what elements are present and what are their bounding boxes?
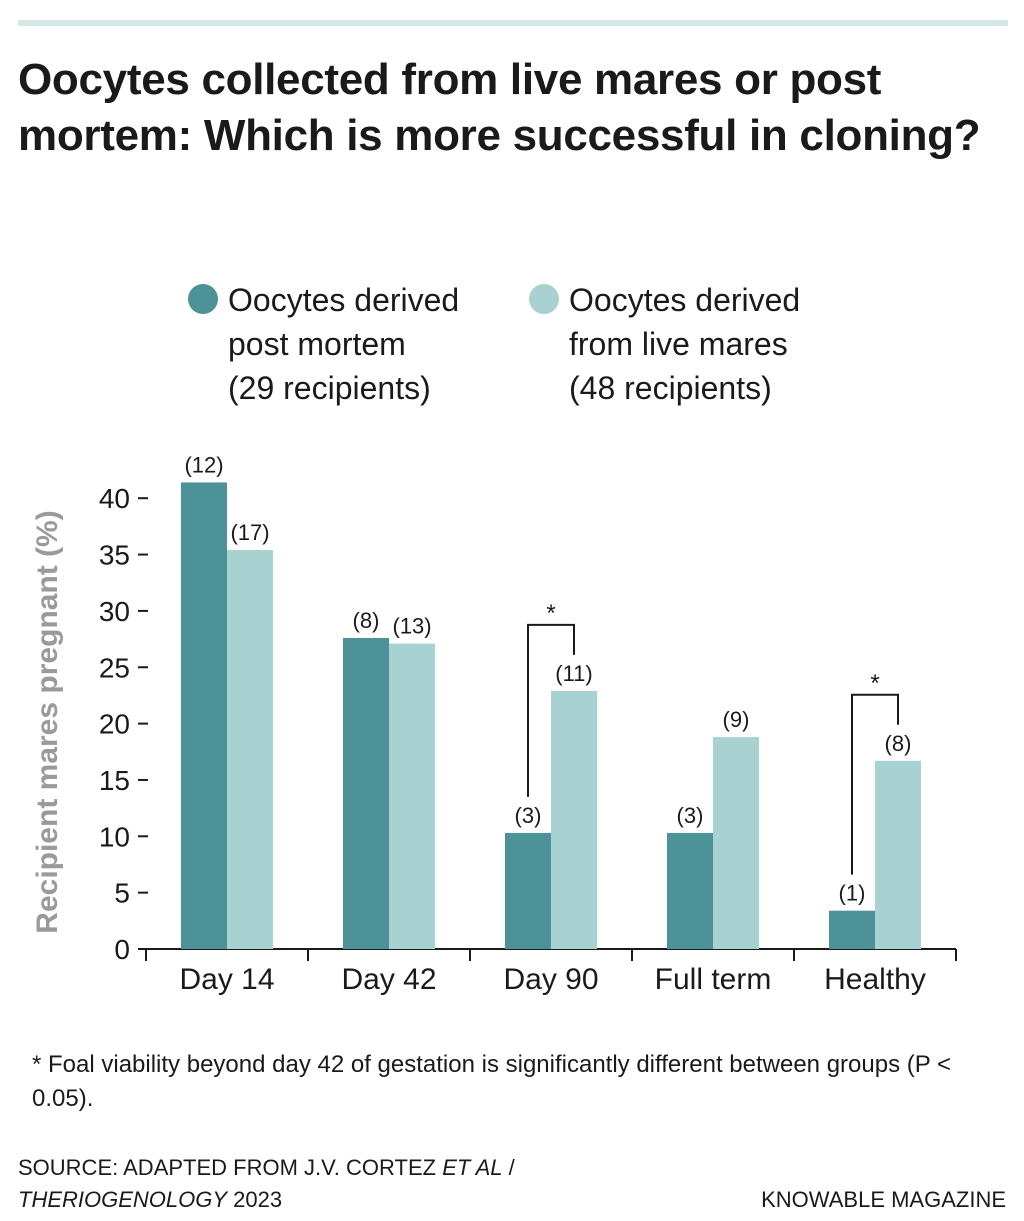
bar: [505, 832, 551, 949]
x-tick-label: Day 42: [341, 963, 436, 996]
y-tick-label: 35: [99, 540, 130, 571]
data-label: (12): [184, 452, 223, 477]
legend-swatch-live-mares: [529, 284, 559, 314]
bar: [713, 737, 759, 949]
x-tick-label: Day 14: [179, 963, 274, 996]
data-label: (3): [515, 803, 542, 828]
chart-title: Oocytes collected from live mares or pos…: [18, 55, 981, 160]
source-note: SOURCE: ADAPTED FROM J.V. CORTEZ ET AL /…: [18, 1152, 515, 1216]
legend-swatch-post-mortem: [188, 284, 218, 314]
legend-line: from live mares: [569, 326, 788, 362]
bar: [667, 832, 713, 949]
x-tick-label: Day 90: [503, 963, 598, 996]
x-tick-label: Full term: [655, 963, 772, 996]
legend-line: (29 recipients): [228, 370, 431, 406]
data-label: (17): [230, 520, 269, 545]
y-tick-label: 15: [99, 765, 130, 796]
significance-bracket: [851, 693, 899, 875]
source-slash: /: [502, 1155, 515, 1180]
bar: [829, 910, 875, 949]
legend-line: Oocytes derived: [228, 282, 460, 318]
y-tick-label: 25: [99, 652, 130, 683]
data-label: (8): [885, 731, 912, 756]
legend-label-post-mortem: Oocytes derived post mortem (29 recipien…: [228, 278, 459, 410]
bar: [551, 690, 597, 949]
data-label: (13): [392, 614, 431, 639]
data-label: (1): [839, 881, 866, 906]
bar: [227, 550, 273, 949]
y-tick-label: 5: [114, 878, 130, 909]
legend-line: Oocytes derived: [569, 282, 801, 318]
legend: Oocytes derived post mortem (29 recipien…: [0, 278, 1024, 408]
bar: [343, 637, 389, 949]
data-label: (9): [723, 707, 750, 732]
y-tick-label: 10: [99, 821, 130, 852]
bar-chart: Recipient mares pregnant (%) 0 5 10 15 20 25 30…: [31, 452, 957, 996]
data-label: (3): [677, 803, 704, 828]
significance-bracket: [527, 623, 575, 797]
source-et-al: ET AL: [442, 1155, 503, 1180]
x-tick-label: Healthy: [824, 963, 926, 996]
y-axis-label: Recipient mares pregnant (%): [31, 510, 64, 933]
top-rule: [18, 20, 1008, 26]
legend-line: post mortem: [228, 326, 406, 362]
data-label: (8): [353, 608, 380, 633]
source-year: 2023: [227, 1187, 283, 1212]
y-tick-label: 0: [114, 934, 130, 965]
footnote: * Foal viability beyond day 42 of gestat…: [32, 1051, 951, 1112]
source-prefix: SOURCE: ADAPTED FROM J.V. CORTEZ: [18, 1155, 443, 1180]
source-journal: THERIOGENOLOGY: [18, 1187, 228, 1212]
significance-marker: *: [546, 600, 555, 627]
y-tick-label: 30: [99, 596, 130, 627]
bar: [181, 482, 227, 949]
significance-marker: *: [870, 670, 879, 697]
y-tick-label: 20: [99, 709, 130, 740]
y-tick-label: 40: [99, 483, 130, 514]
data-label: (11): [555, 661, 593, 686]
credit: KNOWABLE MAGAZINE: [761, 1187, 1006, 1212]
bar: [389, 643, 435, 949]
legend-line: (48 recipients): [569, 370, 772, 406]
bar: [875, 760, 921, 949]
legend-label-live-mares: Oocytes derived from live mares (48 reci…: [569, 278, 800, 410]
